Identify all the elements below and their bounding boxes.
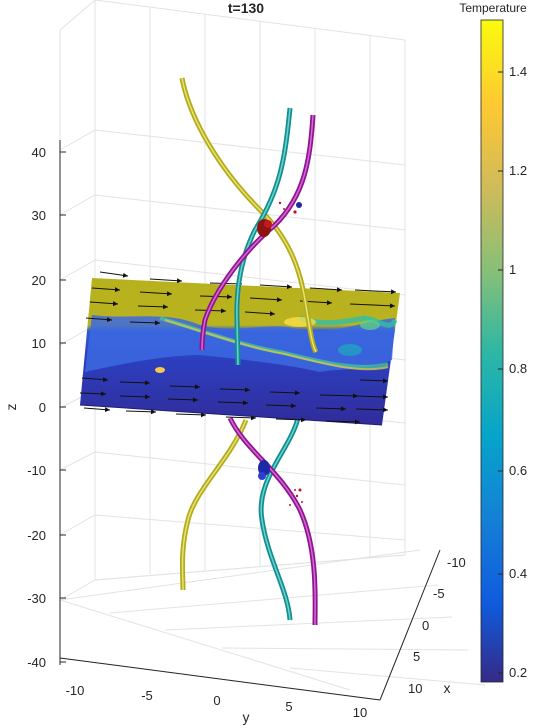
colorbar-tick-label: 1.4 — [509, 64, 527, 79]
z-tick-label: 0 — [39, 400, 46, 415]
tube-magenta-upper-hl — [201, 114, 314, 351]
y-tick-label: 10 — [353, 705, 367, 720]
y-tick-label: 5 — [285, 699, 292, 714]
colorbar-label: Temperature — [459, 1, 527, 15]
x-tick-label: -10 — [447, 555, 466, 570]
colorbar-tick-label: 0.6 — [509, 463, 527, 478]
y-tick-label: 0 — [213, 693, 220, 708]
z-tick-label: -10 — [27, 463, 46, 478]
tube-cyan-lower-hl — [260, 417, 299, 621]
z-axis-label: z — [3, 404, 19, 411]
colorbar-ticks: 1.4 1.2 1 0.8 0.6 0.4 0.2 — [498, 64, 527, 680]
colorbar-tick-label: 1.2 — [509, 163, 527, 178]
x-tick-label: 10 — [408, 681, 422, 696]
tube-yellow-upper-hl — [181, 77, 317, 353]
x-axis-label: x — [444, 680, 451, 696]
z-tick-labels: 40 30 20 10 0 -10 -20 -30 -40 — [27, 145, 66, 670]
colorbar-gradient — [480, 19, 504, 683]
blob-blue-lower — [258, 460, 270, 480]
scatter-red-lower — [289, 488, 303, 506]
tube-magenta-lower — [227, 416, 318, 626]
y-axis-label: y — [243, 709, 250, 725]
x-tick-label: 0 — [422, 618, 429, 633]
colorbar-tick-label: 1 — [509, 262, 516, 277]
z-tick-label: -40 — [27, 655, 46, 670]
z-tick-label: 10 — [32, 336, 46, 351]
tube-magenta-lower-hl — [229, 417, 316, 626]
x-tick-label: 5 — [413, 649, 420, 664]
y-tick-label: -10 — [66, 683, 85, 698]
tube-cyan-lower — [258, 417, 301, 621]
z-tick-label: 20 — [32, 273, 46, 288]
tubes-lower — [179, 416, 318, 626]
tube-yellow-lower — [179, 419, 249, 591]
z-tick-label: 40 — [32, 145, 46, 160]
tubes-upper — [179, 77, 319, 366]
y-tick-label: -5 — [141, 688, 153, 703]
colorbar-tick-label: 0.2 — [509, 665, 527, 680]
chart-title: t=130 — [228, 0, 264, 16]
y-tick-labels: -10 -5 0 5 10 — [66, 683, 368, 720]
velocity-arrows — [79, 271, 397, 425]
z-tick-label: 30 — [32, 208, 46, 223]
blob-red-upper — [257, 219, 272, 237]
colorbar: Temperature 1.4 1.2 1 0.8 0.6 0.4 0.2 — [459, 1, 527, 683]
colorbar-tick-label: 0.8 — [509, 361, 527, 376]
tube-cyan-upper-hl — [236, 107, 291, 366]
tube-yellow-lower-hl — [181, 419, 247, 591]
z-tick-label: -30 — [27, 591, 46, 606]
scatter-upper — [278, 201, 302, 214]
x-tick-label: -5 — [433, 586, 445, 601]
x-tick-labels: -10 -5 0 5 10 — [408, 555, 466, 696]
colorbar-tick-label: 0.4 — [509, 566, 527, 581]
floor-axes — [59, 549, 441, 701]
z-tick-label: -20 — [27, 528, 46, 543]
